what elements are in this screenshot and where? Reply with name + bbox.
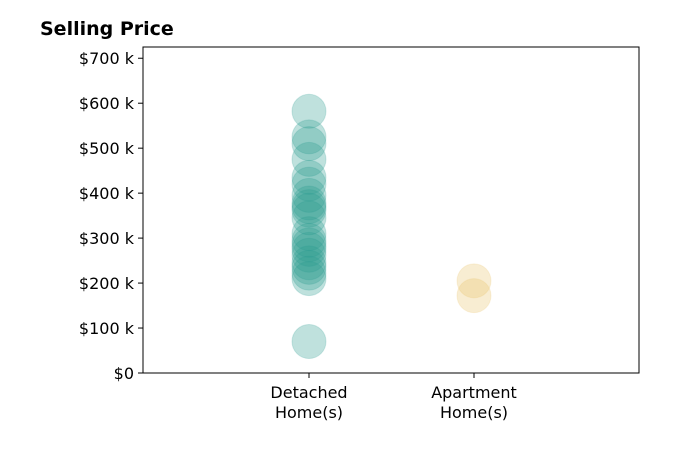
- data-point: [291, 126, 327, 162]
- y-tick-label: $700 k: [79, 49, 135, 68]
- data-point: [291, 324, 327, 360]
- data-point: [456, 263, 492, 299]
- data-point: [291, 249, 327, 285]
- points-layer: [291, 93, 492, 360]
- y-tick-label: $300 k: [79, 229, 135, 248]
- data-point: [291, 159, 327, 195]
- data-point: [291, 222, 327, 258]
- data-point: [291, 216, 327, 252]
- data-point: [291, 177, 327, 213]
- chart-title: Selling Price: [40, 18, 174, 40]
- y-tick-label: $0: [114, 364, 134, 383]
- data-point: [291, 192, 327, 228]
- x-tick-label: Detached Home(s): [270, 383, 347, 422]
- data-point: [456, 278, 492, 314]
- x-tick-label: Apartment Home(s): [431, 383, 517, 422]
- data-point: [291, 231, 327, 267]
- data-point: [291, 93, 327, 129]
- data-point: [291, 200, 327, 236]
- data-point: [291, 237, 327, 273]
- data-point: [291, 166, 327, 202]
- y-tick-label: $200 k: [79, 274, 135, 293]
- y-tick-label: $500 k: [79, 139, 135, 158]
- data-point: [291, 185, 327, 221]
- data-point: [291, 261, 327, 297]
- data-point: [291, 227, 327, 263]
- y-axis: $0 $100 k $200 k $300 k $400 k $500 k $600 k $7…: [79, 49, 143, 383]
- y-tick-label: $100 k: [79, 319, 135, 338]
- y-tick-label: $400 k: [79, 184, 135, 203]
- plot-frame: [142, 46, 640, 374]
- data-point: [291, 119, 327, 155]
- data-point: [291, 255, 327, 291]
- y-tick-label: $600 k: [79, 94, 135, 113]
- data-point: [291, 245, 327, 281]
- data-point: [291, 141, 327, 177]
- x-axis: Detached Home(s) Apartment Home(s): [270, 373, 517, 422]
- data-point: [291, 189, 327, 225]
